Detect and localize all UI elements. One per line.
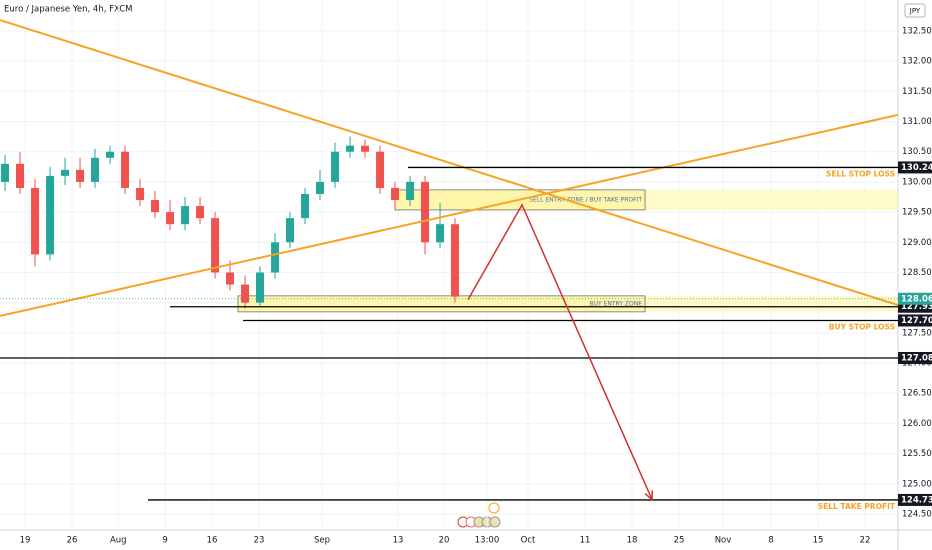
x-tick-label: 19 <box>20 536 31 546</box>
x-tick-label: 23 <box>254 536 265 546</box>
candle-body <box>451 224 460 297</box>
candle-body <box>331 151 340 182</box>
candle-body <box>436 224 445 243</box>
x-tick-label: 22 <box>860 536 871 546</box>
y-tick-label: 130.000 <box>902 177 932 187</box>
candle-body <box>121 151 130 188</box>
x-tick-label: 13:00 <box>475 536 500 546</box>
x-tick-label: 11 <box>580 536 591 546</box>
candle-body <box>211 218 220 273</box>
level-price-label: 124.733 <box>901 495 932 505</box>
level-price-label: 127.705 <box>901 316 932 326</box>
candle-body <box>15 163 24 188</box>
currency-box[interactable] <box>904 3 926 18</box>
candle-body <box>256 272 265 303</box>
level-price-box <box>898 161 932 174</box>
level-price-label: 130.240 <box>901 163 932 173</box>
candle-body <box>31 187 40 255</box>
candle-body <box>181 206 190 225</box>
y-tick-label: 126.000 <box>902 419 932 429</box>
level-text: BUY STOP LOSS <box>829 322 895 331</box>
y-tick-label: 132.000 <box>902 57 932 67</box>
y-tick-label: 130.500 <box>902 147 932 157</box>
x-tick-label: 8 <box>768 536 773 546</box>
projection-path <box>467 203 653 500</box>
trendline <box>0 19 899 307</box>
chart-title: Euro / Japanese Yen, 4h, FXCM <box>4 5 132 15</box>
x-tick-label: 9 <box>162 536 167 546</box>
candle-body <box>316 181 325 194</box>
level-price-box <box>898 314 932 327</box>
event-icons[interactable] <box>457 502 501 528</box>
candle-body <box>196 206 205 219</box>
candle-body <box>226 272 235 285</box>
event-icon[interactable] <box>488 502 500 514</box>
candle-body <box>166 212 175 225</box>
candle-body <box>421 181 430 243</box>
y-tick-label: 125.500 <box>902 449 932 459</box>
x-tick-label: 20 <box>439 536 450 546</box>
candle-body <box>76 169 85 182</box>
y-tick-label: 124.500 <box>902 509 932 519</box>
candle-body <box>1 163 10 182</box>
y-tick-label: 131.500 <box>902 87 932 97</box>
x-tick-label: Aug <box>110 536 127 546</box>
level-price-box <box>898 351 932 364</box>
y-tick-label: 128.500 <box>902 268 932 278</box>
candle-body <box>376 151 385 188</box>
x-tick-label: 15 <box>813 536 824 546</box>
candle-body <box>301 193 310 219</box>
candle-body <box>406 181 415 201</box>
candle-body <box>61 169 70 176</box>
candle-body <box>106 151 115 158</box>
last-price-box <box>898 292 932 305</box>
arrow-head <box>644 490 654 502</box>
trendline <box>0 113 899 317</box>
level-price-box <box>898 493 932 506</box>
x-tick-label: 16 <box>207 536 218 546</box>
zone <box>237 295 646 313</box>
y-tick-label: 129.500 <box>902 208 932 218</box>
x-tick-label: 13 <box>393 536 404 546</box>
event-icon[interactable] <box>489 516 501 528</box>
last-price-label: 128.065 <box>901 294 932 304</box>
candle-body <box>286 218 295 243</box>
x-tick-label: Sep <box>314 536 330 546</box>
x-tick-label: Oct <box>521 536 536 546</box>
y-tick-label: 129.000 <box>902 238 932 248</box>
candle-body <box>361 145 370 152</box>
x-tick-label: Nov <box>715 536 732 546</box>
candle-body <box>271 242 280 273</box>
zone-label: SELL ENTRY ZONE / BUY TAKE PROFIT <box>529 196 642 203</box>
level-price-label: 127.084 <box>901 353 932 363</box>
level-text: SELL STOP LOSS <box>826 169 895 178</box>
candle-body <box>91 157 100 182</box>
candle-body <box>241 284 250 303</box>
x-tick-label: 18 <box>627 536 638 546</box>
currency-label[interactable]: JPY <box>909 7 921 15</box>
y-tick-label: 126.500 <box>902 389 932 399</box>
y-tick-label: 127.500 <box>902 328 932 338</box>
level-price-label: 127.933 <box>901 302 932 312</box>
candle-body <box>46 175 55 255</box>
candle-body <box>151 200 160 213</box>
candle-body <box>346 145 355 152</box>
zone-extension <box>645 189 898 210</box>
y-tick-label: 131.000 <box>902 117 932 127</box>
zone-label: BUY ENTRY ZONE <box>590 300 643 307</box>
x-tick-label: 25 <box>674 536 685 546</box>
y-tick-label: 132.500 <box>902 26 932 36</box>
x-tick-label: 26 <box>67 536 78 546</box>
zone-extension <box>645 295 898 312</box>
candle-body <box>136 187 145 201</box>
level-text: SELL TAKE PROFIT <box>818 502 896 511</box>
candle-body <box>391 187 400 201</box>
y-tick-label: 125.000 <box>902 479 932 489</box>
